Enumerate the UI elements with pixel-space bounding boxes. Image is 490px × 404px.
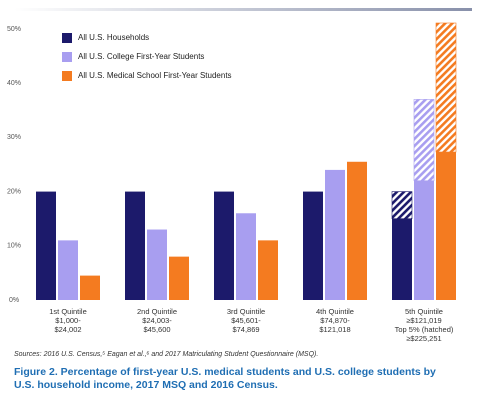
bar [258,240,278,300]
hatched-bar [413,99,435,182]
x-tick-sublabel: $45,600 [143,325,170,334]
bar [147,229,167,300]
bar [36,191,56,300]
y-tick-label: 0% [9,297,19,304]
x-tick-label: 2nd Quintile [137,307,177,316]
bar [325,169,345,300]
x-tick-sublabel: $24,003- [142,316,172,325]
legend-swatch [62,52,72,62]
x-tick-sublabel: $74,870- [320,316,350,325]
x-tick-label: 5th Quintile [405,307,443,316]
x-tick-label: 4th Quintile [316,307,354,316]
x-tick-label: 3rd Quintile [227,307,265,316]
x-tick-sublabel: $121,018 [319,325,350,334]
x-tick-sublabel: $74,869 [232,325,259,334]
y-tick-label: 10% [7,243,21,250]
legend-label: All U.S. College First-Year Students [78,52,204,61]
bar [58,240,78,300]
x-tick-sublabel: $1,000- [55,316,81,325]
bar [414,180,434,300]
x-tick-sublabel: ≥$121,019 [406,316,441,325]
y-tick-label: 30% [7,134,21,141]
y-tick-label: 50% [7,26,21,33]
hatched-bar [391,191,413,219]
x-tick-sublabel: ≥$225,251 [406,334,441,343]
y-tick-label: 20% [7,188,21,195]
bar [436,152,456,300]
legend-label: All U.S. Medical School First-Year Stude… [78,71,232,80]
bar [303,191,323,300]
hatched-bar [435,22,457,153]
legend-swatch [62,33,72,43]
bar [236,213,256,300]
y-tick-label: 40% [7,80,21,87]
bar [392,218,412,300]
x-tick-sublabel: $45,601- [231,316,261,325]
source: Sources: 2016 U.S. Census,⁵ Eagan et al.… [14,351,318,358]
bar [347,161,367,300]
top-rule [14,8,472,11]
caption: Figure 2. Percentage of first-year U.S. … [14,366,436,391]
bar [169,256,189,300]
x-tick-sublabel: Top 5% (hatched) [395,325,454,334]
bar [125,191,145,300]
x-tick-sublabel: $24,002 [54,325,81,334]
x-tick-label: 1st Quintile [49,307,87,316]
bar [80,275,100,300]
legend-swatch [62,71,72,81]
bar [214,191,234,300]
legend-label: All U.S. Households [78,33,149,42]
